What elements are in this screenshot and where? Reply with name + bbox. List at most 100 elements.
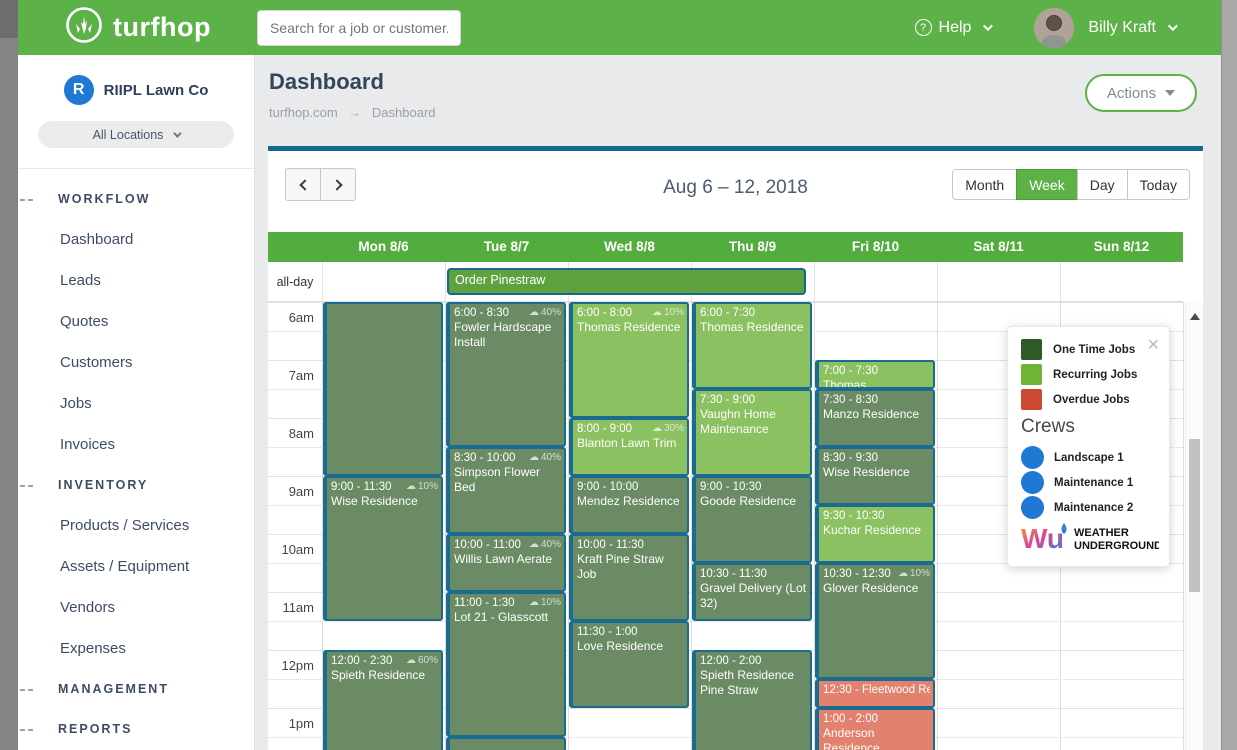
weather-forecast: ☁ 60% <box>405 655 438 666</box>
sidebar-item-invoices[interactable]: Invoices <box>60 436 116 453</box>
sidebar-item-customers[interactable]: Customers <box>60 354 133 371</box>
event-wise-residence[interactable]: 9:00 - 11:30 ☁ 10% Wise Residence <box>323 476 443 621</box>
time-label: 9am <box>288 484 314 499</box>
all-day-cell[interactable] <box>1060 262 1183 301</box>
sidebar-item-expenses[interactable]: Expenses <box>60 640 126 657</box>
help-menu[interactable]: ? Help <box>914 19 994 37</box>
event-untitled[interactable] <box>323 302 443 476</box>
day-header-fri-8-10: Fri 8/10 <box>851 239 900 254</box>
all-day-cell[interactable] <box>322 262 445 301</box>
page-scrollbar[interactable] <box>1221 0 1237 750</box>
sidebar-item-dashboard[interactable]: Dashboard <box>60 231 134 248</box>
event-time: 9:00 - 10:00 <box>577 481 639 493</box>
chevron-down-icon[interactable] <box>1167 21 1178 32</box>
sidebar: R RIIPL Lawn Co All Locations WORKFLOW Da… <box>18 55 255 750</box>
event-mendez-residence[interactable]: 9:00 - 10:00 Mendez Residence <box>569 476 689 534</box>
next-week-button[interactable] <box>320 168 356 201</box>
search-input[interactable] <box>256 9 461 46</box>
close-icon[interactable]: ✕ <box>1146 337 1160 354</box>
dashes-icon <box>20 485 33 487</box>
actions-button[interactable]: Actions <box>1085 74 1197 112</box>
legend-item-one-time-jobs: One Time Jobs <box>1021 339 1159 360</box>
scroll-up-arrow-icon[interactable] <box>1189 313 1200 320</box>
weather-forecast: ☁ 40% <box>528 452 561 463</box>
sidebar-item-products-services[interactable]: Products / Services <box>60 517 190 534</box>
event-fowler-hardscape-install[interactable]: 6:00 - 8:30 ☁ 40% Fowler Hardscape Install <box>446 302 566 447</box>
event-untitled[interactable] <box>446 737 566 750</box>
event-wise-residence[interactable]: 8:30 - 9:30 Wise Residence <box>815 447 935 505</box>
event-thomas-residence[interactable]: 6:00 - 8:00 ☁ 10% Thomas Residence <box>569 302 689 418</box>
event-title: Thomas <box>823 378 867 389</box>
locations-dropdown[interactable]: All Locations <box>38 121 234 148</box>
event-thomas-residence[interactable]: 6:00 - 7:30 Thomas Residence <box>692 302 812 389</box>
event-anderson-residence[interactable]: 1:00 - 2:00 Anderson Residence <box>815 708 935 750</box>
calendar-scrollbar[interactable] <box>1185 302 1203 750</box>
event-title: Goode Residence <box>700 494 797 508</box>
time-label: 6am <box>288 310 314 325</box>
all-day-event-order-pinestraw[interactable]: Order Pinestraw <box>447 268 806 295</box>
all-day-cell[interactable] <box>445 262 568 301</box>
event-time: 6:00 - 8:00 <box>577 307 632 319</box>
sidebar-item-quotes[interactable]: Quotes <box>60 313 109 330</box>
sidebar-item-leads[interactable]: Leads <box>60 272 101 289</box>
breadcrumb-root[interactable]: turfhop.com <box>269 105 338 120</box>
sidebar-item-assets-equipment[interactable]: Assets / Equipment <box>60 558 190 575</box>
event-thomas[interactable]: 7:00 - 7:30 Thomas <box>815 360 935 389</box>
all-day-cell[interactable] <box>937 262 1060 301</box>
crew-label: Maintenance 2 <box>1054 501 1134 514</box>
event-spieth-residence-pine-straw[interactable]: 12:00 - 2:00 Spieth Residence Pine Straw <box>692 650 812 750</box>
day-header-row: Mon 8/6 Tue 8/7 Wed 8/8 Thu 8/9 Fri 8/10 Sat … <box>268 232 1183 262</box>
sidebar-section-management[interactable]: MANAGEMENT <box>18 669 254 709</box>
company-row[interactable]: R RIIPL Lawn Co <box>18 75 254 105</box>
cloud-icon: ☁ <box>651 423 662 434</box>
dashes-icon <box>20 729 33 731</box>
sidebar-section-reports[interactable]: REPORTS <box>18 709 254 749</box>
event-kraft-pine-straw-job[interactable]: 10:00 - 11:30 Kraft Pine Straw Job <box>569 534 689 621</box>
event-title: Wise Residence <box>331 494 418 508</box>
view-week-button[interactable]: Week <box>1016 169 1078 200</box>
event-lot-21-glasscott[interactable]: 11:00 - 1:30 ☁ 10% Lot 21 - Glasscott <box>446 592 566 737</box>
all-day-cell[interactable] <box>814 262 937 301</box>
event-time: 10:30 - 12:30 <box>823 568 891 580</box>
event-title: Kraft Pine Straw Job <box>577 552 664 581</box>
chevron-down-icon <box>983 21 994 32</box>
locations-label: All Locations <box>92 127 164 142</box>
time-label: 11am <box>282 600 314 615</box>
event-vaughn-home-maintenance[interactable]: 7:30 - 9:00 Vaughn Home Maintenance <box>692 389 812 476</box>
event-simpson-flower-bed[interactable]: 8:30 - 10:00 ☁ 40% Simpson Flower Bed <box>446 447 566 534</box>
event-gravel-delivery-lot-32[interactable]: 10:30 - 11:30 Gravel Delivery (Lot 32) <box>692 563 812 621</box>
event-goode-residence[interactable]: 9:00 - 10:30 Goode Residence <box>692 476 812 563</box>
sidebar-item-jobs[interactable]: Jobs <box>60 395 92 412</box>
sidebar-item-vendors[interactable]: Vendors <box>60 599 116 616</box>
turfhop-logo[interactable]: turfhop <box>64 5 211 50</box>
event-kuchar-residence[interactable]: 9:30 - 10:30 Kuchar Residence <box>815 505 935 563</box>
event-love-residence[interactable]: 11:30 - 1:00 Love Residence <box>569 621 689 708</box>
event-blanton-lawn-trim[interactable]: 8:00 - 9:00 ☁ 30% Blanton Lawn Trim <box>569 418 689 476</box>
sidebar-section-workflow[interactable]: WORKFLOW <box>18 179 254 219</box>
column-border <box>568 302 569 750</box>
crew-color-dot <box>1021 471 1044 494</box>
event-willis-lawn-aerate[interactable]: 10:00 - 11:00 ☁ 40% Willis Lawn Aerate <box>446 534 566 592</box>
calendar-card: Aug 6 – 12, 2018 Month Week Day Today Mon 8… <box>268 146 1203 750</box>
calendar-body: 6am 7am 8am 9am 10am 11am 12pm 1pm 9:00 - 11:30 ☁… <box>268 302 1203 750</box>
weather-underground-logo: Wu WEATHER UNDERGROUND <box>1021 521 1162 558</box>
weather-forecast: ☁ 10% <box>528 597 561 608</box>
event-title: Thomas Residence <box>577 320 681 334</box>
view-today-button[interactable]: Today <box>1126 169 1190 200</box>
calendar-scrollbar-thumb[interactable] <box>1189 439 1200 592</box>
event-manzo-residence[interactable]: 7:30 - 8:30 Manzo Residence <box>815 389 935 447</box>
user-name[interactable]: Billy Kraft <box>1088 18 1156 36</box>
event-title: Glover Residence <box>823 581 919 595</box>
caret-down-icon <box>1165 90 1176 96</box>
view-day-button[interactable]: Day <box>1076 169 1128 200</box>
view-month-button[interactable]: Month <box>952 169 1018 200</box>
time-label: 8am <box>288 426 314 441</box>
sidebar-section-inventory[interactable]: INVENTORY <box>18 465 254 505</box>
event-title: Spieth Residence <box>331 668 426 682</box>
event-fleetwood-re[interactable]: 12:30 - Fleetwood Re <box>815 679 935 708</box>
event-glover-residence[interactable]: 10:30 - 12:30 ☁ 10% Glover Residence <box>815 563 935 679</box>
event-spieth-residence[interactable]: 12:00 - 2:30 ☁ 60% Spieth Residence <box>323 650 443 750</box>
color-swatch <box>1021 339 1042 360</box>
user-avatar[interactable] <box>1034 7 1075 48</box>
